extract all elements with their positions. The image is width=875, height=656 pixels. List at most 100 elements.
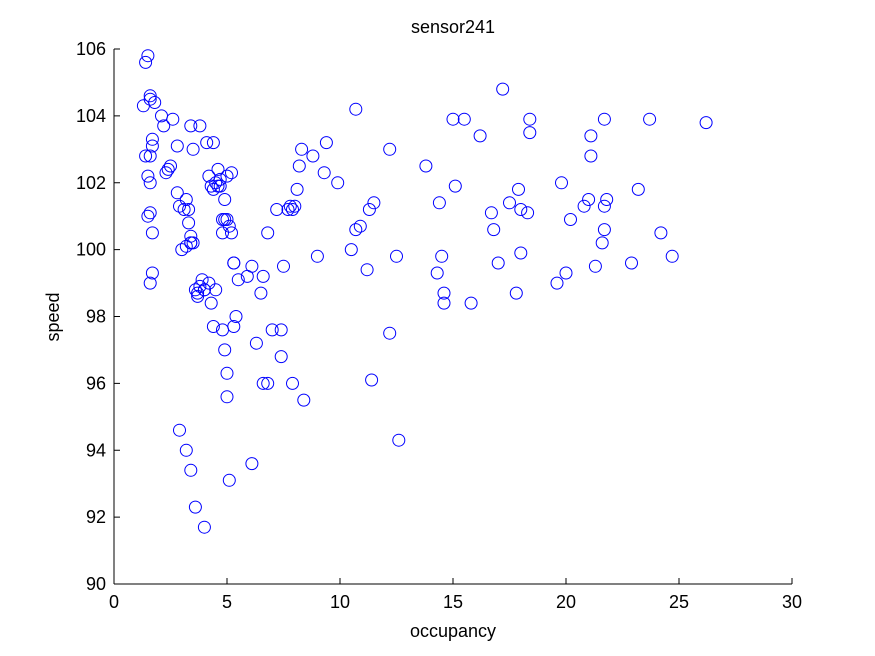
data-point (209, 176, 223, 190)
data-point (496, 82, 510, 96)
data-point (143, 92, 157, 106)
data-point (143, 149, 157, 163)
data-point (222, 473, 236, 487)
data-point (200, 136, 214, 150)
data-point (290, 182, 304, 196)
y-tick-label: 100 (76, 240, 106, 260)
data-point (188, 283, 202, 297)
data-point (261, 376, 275, 390)
data-point (699, 116, 713, 130)
data-point (550, 276, 564, 290)
data-point (491, 256, 505, 270)
x-tick-label: 15 (443, 592, 463, 612)
data-point (245, 457, 259, 471)
data-point (523, 112, 537, 126)
data-point (484, 206, 498, 220)
data-point (349, 102, 363, 116)
data-point (143, 176, 157, 190)
data-point (317, 166, 331, 180)
data-point (457, 112, 471, 126)
data-point (141, 49, 155, 63)
data-point (204, 179, 218, 193)
data-point (197, 283, 211, 297)
data-point (419, 159, 433, 173)
data-point (654, 226, 668, 240)
y-tick-label: 96 (86, 373, 106, 393)
data-point (597, 112, 611, 126)
data-point (286, 203, 299, 216)
data-point (286, 376, 299, 390)
data-point (265, 323, 279, 337)
data-point (464, 296, 478, 310)
data-point (367, 196, 381, 210)
y-axis-label: speed (43, 292, 63, 341)
data-point (295, 142, 309, 156)
data-point (220, 213, 234, 226)
data-point (202, 276, 216, 290)
data-point (213, 172, 227, 186)
data-point (274, 350, 288, 364)
data-point (360, 263, 374, 277)
data-point (179, 193, 193, 206)
data-point (584, 129, 598, 143)
chart-title: sensor241 (411, 17, 495, 37)
data-point (179, 443, 193, 457)
data-point (555, 176, 568, 190)
data-point (193, 279, 207, 293)
data-point (665, 249, 679, 263)
data-point (600, 193, 614, 206)
data-point (225, 226, 238, 240)
y-axis-ticks: 90 92 94 96 98 100 102 104 106 (76, 39, 120, 594)
data-point (292, 159, 306, 173)
data-point (503, 196, 516, 210)
data-point (274, 323, 288, 337)
data-point (245, 259, 259, 273)
data-point (597, 223, 611, 237)
data-point (184, 236, 198, 250)
data-point (206, 320, 220, 333)
data-point (227, 256, 241, 270)
data-point (157, 119, 171, 133)
data-point (184, 463, 198, 477)
data-point (487, 223, 501, 237)
data-point (206, 182, 220, 196)
data-point (139, 55, 153, 69)
data-point (211, 162, 225, 176)
data-point (164, 159, 177, 173)
data-point (197, 520, 211, 534)
data-point (512, 182, 525, 196)
data-point (220, 169, 234, 183)
data-point (229, 310, 243, 323)
y-tick-label: 92 (86, 507, 106, 527)
y-tick-label: 90 (86, 574, 106, 594)
y-tick-label: 102 (76, 173, 106, 193)
data-point (437, 296, 451, 310)
data-point (448, 179, 462, 193)
data-point (193, 119, 207, 133)
data-point (446, 112, 460, 126)
data-point (204, 296, 218, 310)
data-point (145, 139, 159, 153)
data-point (206, 136, 220, 150)
data-point (254, 286, 268, 300)
data-point (188, 500, 202, 514)
data-point (392, 433, 406, 447)
data-point (509, 286, 523, 300)
y-tick-label: 104 (76, 106, 106, 126)
data-point (353, 219, 367, 233)
data-point (220, 366, 234, 380)
data-point (643, 112, 657, 126)
data-point (577, 199, 591, 213)
data-point (141, 169, 155, 183)
data-point (179, 239, 193, 253)
data-point (216, 323, 229, 337)
data-point (625, 256, 638, 270)
data-point (435, 249, 449, 263)
data-point (588, 259, 602, 273)
data-point (256, 269, 270, 283)
y-tick-label: 98 (86, 307, 106, 327)
data-point (145, 132, 159, 146)
data-point (437, 286, 451, 300)
data-point (141, 209, 155, 223)
